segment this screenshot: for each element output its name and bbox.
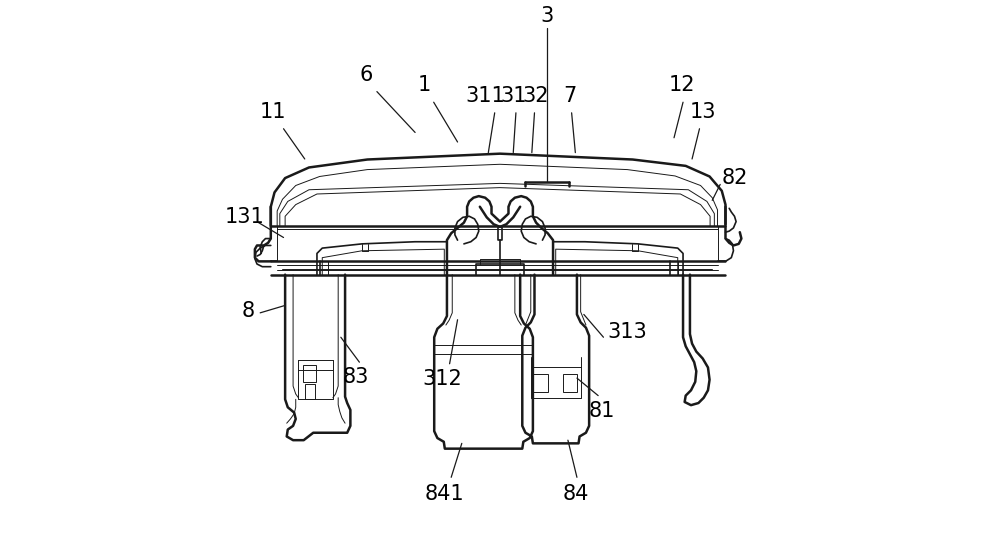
Text: 31: 31 xyxy=(500,86,527,106)
Bar xyxy=(563,374,577,392)
Text: 312: 312 xyxy=(423,369,463,389)
Text: 3: 3 xyxy=(540,6,553,26)
Text: 7: 7 xyxy=(563,86,577,106)
Text: 84: 84 xyxy=(562,484,589,504)
Bar xyxy=(305,384,315,399)
Text: 313: 313 xyxy=(607,322,647,342)
Bar xyxy=(303,365,316,382)
Text: 82: 82 xyxy=(722,168,748,188)
Text: 841: 841 xyxy=(424,484,464,504)
Text: 13: 13 xyxy=(689,102,716,122)
Text: 311: 311 xyxy=(465,86,505,106)
Text: 6: 6 xyxy=(360,65,373,85)
Text: 11: 11 xyxy=(260,102,286,122)
Bar xyxy=(533,374,548,392)
Text: 81: 81 xyxy=(589,401,615,421)
Text: 32: 32 xyxy=(523,86,549,106)
Text: 1: 1 xyxy=(418,76,431,95)
Text: 83: 83 xyxy=(343,368,369,388)
Text: 12: 12 xyxy=(668,76,695,95)
Text: 8: 8 xyxy=(241,301,255,321)
Text: 131: 131 xyxy=(224,207,264,227)
